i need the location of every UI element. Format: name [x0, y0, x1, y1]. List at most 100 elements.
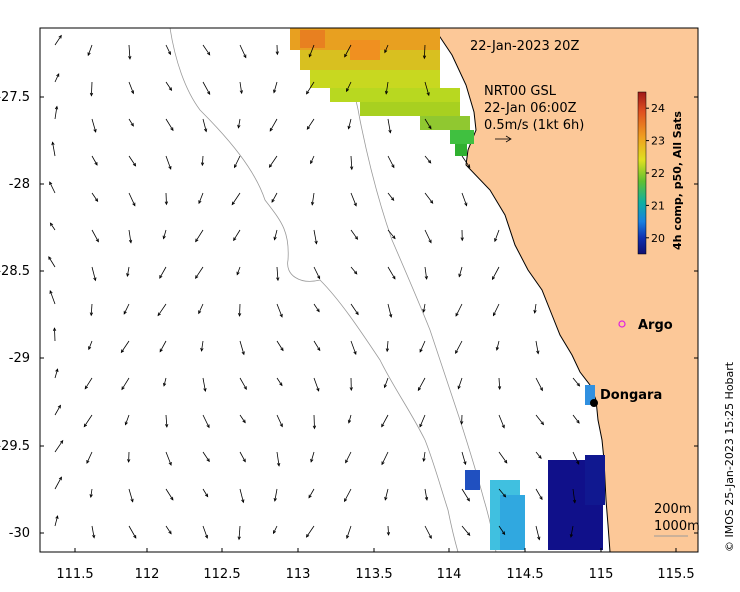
- current-arrow-head: [168, 461, 172, 466]
- current-arrow: [384, 44, 389, 53]
- current-arrow: [276, 451, 280, 466]
- colorbar-tick-label: 20: [651, 232, 665, 245]
- current-arrow: [239, 488, 244, 503]
- current-arrow-head: [494, 238, 498, 243]
- x-tick-label: 114: [437, 567, 462, 582]
- current-arrow: [239, 81, 243, 94]
- current-arrow-head: [231, 201, 235, 206]
- current-arrow: [387, 303, 392, 318]
- current-arrow-head: [206, 424, 210, 429]
- current-arrow-head: [385, 348, 390, 353]
- current-arrow-head: [427, 159, 432, 164]
- current-arrow-head: [89, 92, 94, 97]
- current-arrow: [165, 488, 174, 501]
- current-arrow: [461, 155, 471, 168]
- place-label-dongara: Dongara: [600, 388, 662, 403]
- current-arrow: [273, 525, 278, 534]
- current-arrow-head: [317, 275, 321, 280]
- current-arrow-head: [576, 420, 580, 424]
- place-argo: Argo: [618, 318, 673, 333]
- colorbar-tick-label: 23: [651, 135, 665, 148]
- current-arrow: [201, 155, 204, 166]
- current-arrow: [498, 525, 506, 535]
- current-arrow-head: [276, 277, 280, 282]
- current-arrow: [165, 155, 172, 170]
- current-arrow: [49, 181, 56, 194]
- current-arrow: [419, 414, 426, 427]
- y-tick-label: -28.5: [0, 264, 30, 279]
- current-arrow: [83, 414, 93, 427]
- current-arrow-head: [538, 455, 542, 459]
- current-arrow: [313, 266, 321, 279]
- current-arrow-head: [57, 404, 61, 409]
- current-arrow-head: [491, 276, 496, 281]
- current-arrow-head: [492, 312, 496, 317]
- current-arrow-head: [388, 129, 392, 134]
- current-arrow: [572, 414, 580, 424]
- y-tick-label: -27.5: [0, 90, 30, 105]
- current-arrow-head: [349, 166, 354, 171]
- current-arrow: [423, 44, 426, 59]
- current-arrow-head: [426, 92, 430, 97]
- current-arrow-head: [344, 53, 348, 58]
- current-arrow-head: [455, 312, 459, 317]
- current-arrow: [313, 340, 321, 351]
- current-arrow: [54, 73, 60, 83]
- current-arrow: [572, 451, 580, 465]
- current-arrow-head: [308, 53, 312, 58]
- current-arrow-head: [392, 235, 396, 240]
- current-arrow-head: [422, 458, 426, 463]
- current-arrow-head: [310, 458, 314, 463]
- current-arrow-head: [346, 535, 350, 540]
- current-arrow-head: [200, 162, 205, 167]
- current-arrow-head: [455, 350, 459, 355]
- current-arrow-head: [95, 238, 99, 243]
- current-arrow-head: [273, 530, 277, 535]
- current-arrow: [88, 340, 93, 350]
- current-arrow: [165, 44, 171, 55]
- current-arrow: [86, 451, 93, 464]
- current-arrow: [159, 340, 167, 352]
- current-arrow: [198, 192, 204, 204]
- current-arrow: [348, 414, 352, 423]
- current-arrow: [381, 414, 389, 427]
- current-arrow: [54, 328, 56, 342]
- current-arrow: [493, 303, 500, 316]
- current-arrow: [128, 155, 136, 167]
- current-legend: NRT00 GSL 22-Jan 06:00Z 0.5m/s (1kt 6h): [484, 84, 584, 143]
- current-arrow: [202, 377, 206, 392]
- current-arrow: [535, 488, 543, 500]
- current-arrow: [91, 118, 97, 133]
- current-arrow-head: [569, 534, 574, 538]
- depth-legend-200m: 200m: [654, 502, 691, 517]
- current-arrow-head: [536, 350, 540, 355]
- current-arrow: [54, 368, 58, 379]
- current-arrow: [387, 155, 395, 168]
- current-arrow: [239, 414, 246, 423]
- current-arrow-head: [84, 385, 88, 390]
- current-arrow-head: [159, 274, 163, 279]
- current-arrow-head: [419, 423, 423, 428]
- current-arrow-head: [56, 73, 60, 77]
- current-arrow-head: [195, 275, 199, 279]
- current-arrow: [195, 229, 204, 242]
- current-arrow: [455, 340, 463, 354]
- current-arrow: [309, 44, 315, 57]
- current-arrow: [87, 44, 93, 56]
- current-arrow: [535, 451, 542, 459]
- current-arrow-head: [86, 460, 90, 464]
- current-arrow-head: [279, 423, 283, 428]
- current-arrow: [306, 525, 315, 538]
- current-arrow: [91, 266, 96, 281]
- current-arrow-head: [345, 459, 349, 464]
- current-arrow: [424, 192, 434, 204]
- current-arrow-head: [466, 164, 471, 169]
- x-tick-label: 112.5: [203, 567, 240, 582]
- current-arrow-head: [162, 235, 166, 240]
- current-arrow: [384, 377, 389, 388]
- current-arrow-head: [428, 125, 432, 130]
- current-legend-line-2: 22-Jan 06:00Z: [484, 101, 577, 116]
- current-arrow-head: [386, 532, 391, 536]
- current-arrow-head: [132, 162, 137, 167]
- current-arrow-head: [243, 54, 247, 59]
